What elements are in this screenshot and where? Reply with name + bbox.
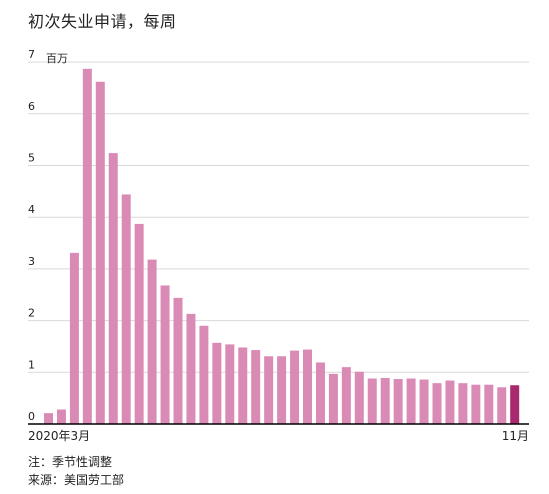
bar bbox=[121, 194, 131, 424]
bar bbox=[147, 259, 157, 424]
bar bbox=[212, 342, 222, 424]
y-tick-label: 4 bbox=[28, 203, 35, 216]
y-tick-label: 0 bbox=[28, 410, 35, 423]
bar bbox=[419, 379, 429, 424]
bar bbox=[199, 325, 209, 424]
y-tick-label: 1 bbox=[28, 358, 35, 371]
bar bbox=[277, 356, 287, 424]
bar bbox=[354, 371, 364, 424]
chart-title: 初次失业申请，每周 bbox=[28, 12, 177, 31]
bar bbox=[458, 383, 468, 424]
x-end-label: 11月 bbox=[502, 429, 529, 443]
footnote-source: 来源：美国劳工部 bbox=[28, 473, 125, 487]
bar bbox=[341, 367, 351, 424]
bar bbox=[108, 153, 118, 424]
bar bbox=[173, 297, 183, 424]
bar bbox=[328, 373, 338, 424]
bar bbox=[471, 384, 481, 424]
bar bbox=[380, 377, 390, 424]
y-tick-label: 3 bbox=[28, 255, 35, 268]
y-axis-label: 百万 bbox=[46, 52, 68, 65]
bar bbox=[56, 409, 66, 424]
bar bbox=[160, 285, 170, 424]
bar bbox=[69, 252, 79, 424]
bar bbox=[510, 385, 520, 424]
footnote-seasonal: 注：季节性调整 bbox=[28, 455, 113, 469]
bar bbox=[186, 313, 196, 424]
bar bbox=[497, 387, 507, 424]
y-axis-ticks: 0 1 2 3 4 5 6 7 bbox=[28, 48, 35, 423]
bar bbox=[315, 362, 325, 424]
bar bbox=[225, 344, 235, 424]
bar bbox=[44, 413, 53, 424]
y-tick-label: 2 bbox=[28, 307, 35, 320]
x-start-label: 2020年3月 bbox=[28, 429, 90, 443]
bar bbox=[393, 379, 403, 424]
bar bbox=[95, 81, 105, 424]
y-tick-label: 7 bbox=[28, 48, 35, 61]
bar bbox=[445, 380, 455, 424]
bar bbox=[484, 384, 494, 424]
bar bbox=[432, 383, 442, 424]
y-tick-label: 5 bbox=[28, 152, 35, 165]
bar bbox=[406, 378, 416, 424]
bar bbox=[134, 223, 144, 424]
bar bbox=[264, 356, 274, 424]
y-tick-label: 6 bbox=[28, 100, 35, 113]
bar bbox=[238, 347, 248, 424]
bars bbox=[44, 68, 520, 424]
bar bbox=[290, 350, 300, 424]
bar bbox=[303, 349, 312, 424]
bar bbox=[367, 378, 377, 424]
bar bbox=[251, 350, 261, 424]
bar bbox=[82, 68, 92, 424]
